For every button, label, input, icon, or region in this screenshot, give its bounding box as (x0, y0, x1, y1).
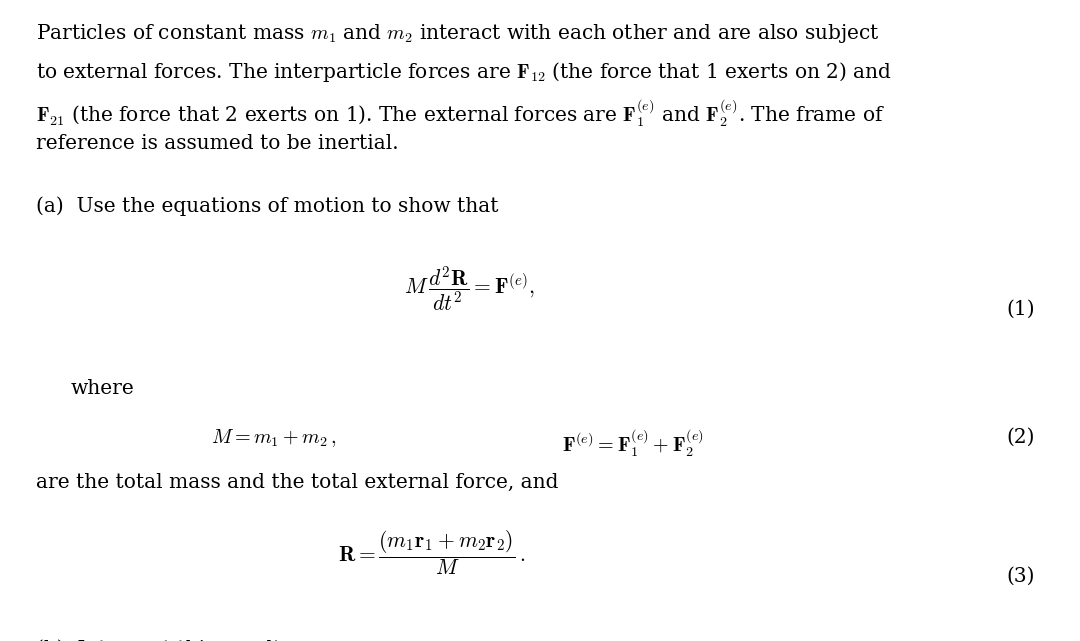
Text: (b)  Interpret this result.: (b) Interpret this result. (36, 639, 287, 641)
Text: $M\,\dfrac{d^2\mathbf{R}}{dt^2} = \mathbf{F}^{(e)},$: $M\,\dfrac{d^2\mathbf{R}}{dt^2} = \mathb… (404, 265, 536, 314)
Text: reference is assumed to be inertial.: reference is assumed to be inertial. (36, 134, 399, 153)
Text: (3): (3) (1007, 567, 1035, 586)
Text: $\mathbf{F}_{21}$ (the force that 2 exerts on 1). The external forces are $\math: $\mathbf{F}_{21}$ (the force that 2 exer… (36, 97, 885, 128)
Text: $M = m_1 + m_2\,,$: $M = m_1 + m_2\,,$ (211, 428, 337, 449)
Text: are the total mass and the total external force, and: are the total mass and the total externa… (36, 472, 558, 492)
Text: Particles of constant mass $m_1$ and $m_2$ interact with each other and are also: Particles of constant mass $m_1$ and $m_… (36, 22, 879, 46)
Text: where: where (70, 379, 134, 399)
Text: to external forces. The interparticle forces are $\mathbf{F}_{12}$ (the force th: to external forces. The interparticle fo… (36, 60, 891, 83)
Text: (2): (2) (1007, 428, 1035, 447)
Text: $\mathbf{R} = \dfrac{(m_1\mathbf{r}_1 + m_2\mathbf{r}_2)}{M}\,.$: $\mathbf{R} = \dfrac{(m_1\mathbf{r}_1 + … (338, 528, 526, 577)
Text: (a)  Use the equations of motion to show that: (a) Use the equations of motion to show … (36, 197, 498, 217)
Text: (1): (1) (1005, 299, 1035, 319)
Text: $\mathbf{F}^{(e)} = \mathbf{F}_1^{(e)} + \mathbf{F}_2^{(e)}$: $\mathbf{F}^{(e)} = \mathbf{F}_1^{(e)} +… (562, 428, 703, 459)
